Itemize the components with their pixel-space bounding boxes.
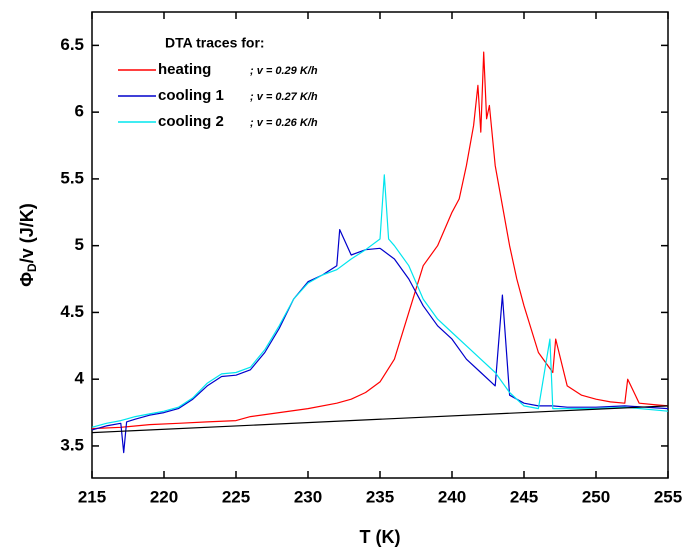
legend-label: heating	[158, 61, 211, 78]
x-tick-label: 250	[582, 487, 610, 506]
y-label-symbol: Φ	[17, 272, 37, 287]
legend-title: DTA traces for:	[165, 35, 265, 51]
legend-note: ; v = 0.29 K/h	[250, 65, 318, 77]
legend-label: cooling 1	[158, 87, 224, 104]
x-tick-label: 215	[78, 487, 106, 506]
y-axis-label: ΦD/v (J/K)	[17, 203, 39, 286]
legend-note: ; v = 0.26 K/h	[250, 117, 318, 129]
y-tick-label: 6	[75, 102, 84, 121]
x-tick-label: 220	[150, 487, 178, 506]
line-series	[91, 51, 669, 430]
x-tick-label: 235	[366, 487, 394, 506]
y-tick-label: 5	[75, 235, 84, 254]
legend-label: cooling 2	[158, 113, 224, 130]
x-axis-label: T (K)	[360, 527, 401, 547]
line-series	[91, 405, 669, 434]
legend-note: ; v = 0.27 K/h	[250, 91, 318, 103]
line-series	[91, 229, 669, 454]
y-tick-label: 3.5	[60, 435, 84, 454]
x-tick-label: 225	[222, 487, 250, 506]
y-label-sub: D	[25, 263, 39, 272]
y-tick-label: 4	[75, 369, 85, 388]
x-tick-label: 245	[510, 487, 538, 506]
x-tick-label: 240	[438, 487, 466, 506]
line-series	[91, 174, 669, 428]
x-tick-label: 230	[294, 487, 322, 506]
y-tick-label: 5.5	[60, 168, 84, 187]
y-tick-label: 6.5	[60, 35, 84, 54]
x-tick-label: 255	[654, 487, 682, 506]
y-tick-label: 4.5	[60, 302, 84, 321]
y-label-rest: /v (J/K)	[17, 203, 37, 263]
